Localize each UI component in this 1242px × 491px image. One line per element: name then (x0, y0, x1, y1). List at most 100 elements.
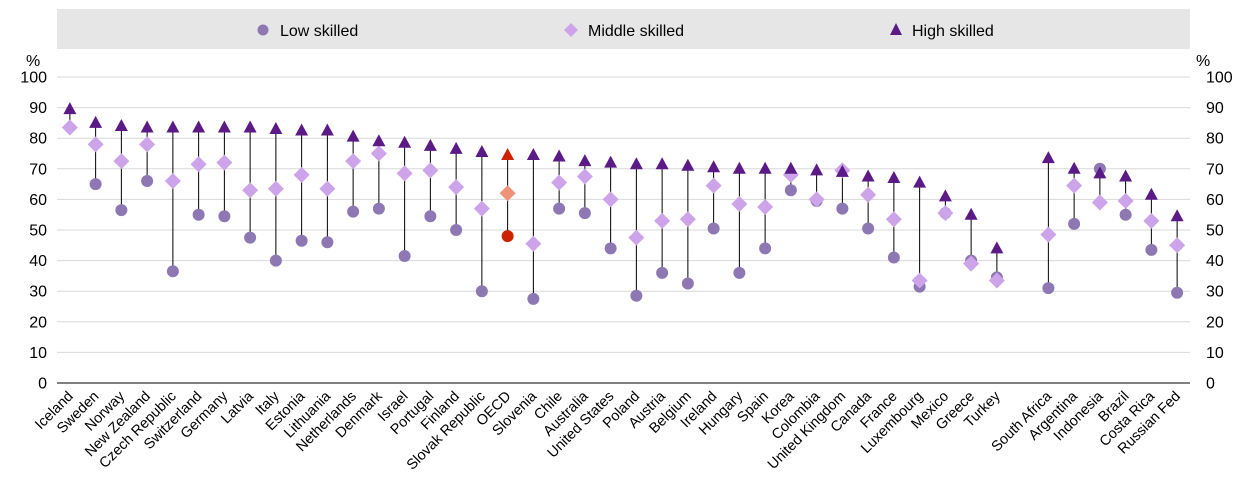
y-axis-right: 0 10 20 30 40 50 60 70 80 90 100 (1206, 70, 1233, 393)
category-italy (267, 122, 284, 267)
low-skilled-point-estonia (295, 234, 308, 247)
gridlines (57, 76, 1190, 384)
low-skilled-point-slovak-republic (475, 285, 488, 298)
low-skilled-point-italy (269, 254, 282, 267)
y-tick-label-right: 10 (1206, 345, 1224, 362)
y-tick-label-right: 70 (1206, 161, 1224, 178)
y-tick-label-left: 90 (29, 100, 47, 117)
category-slovenia (525, 148, 542, 305)
high-skilled-point-united-kingdom (835, 164, 849, 177)
middle-skilled-point-belgium (679, 211, 696, 228)
middle-skilled-point-czech-republic (164, 173, 181, 190)
category-united-states (602, 155, 619, 255)
legend-marker-middle-skilled (564, 23, 578, 37)
high-skilled-point-luxembourg (913, 175, 927, 188)
high-skilled-point-lithuania (320, 123, 334, 136)
middle-skilled-point-russian-fed (1169, 237, 1186, 254)
middle-skilled-point-oecd (499, 185, 516, 202)
low-skilled-point-lithuania (321, 236, 334, 249)
low-skilled-point-australia (578, 207, 591, 220)
category-portugal (422, 138, 439, 223)
y-tick-label-right: 60 (1206, 192, 1224, 209)
low-skilled-point-poland (630, 289, 643, 302)
high-skilled-point-ireland (707, 160, 721, 173)
middle-skilled-point-netherlands (345, 153, 362, 170)
high-skilled-point-mexico (938, 189, 952, 202)
low-skilled-point-latvia (244, 231, 257, 244)
low-skilled-point-spain (759, 242, 772, 255)
low-skilled-point-canada (862, 222, 875, 235)
high-skilled-point-sweden (89, 115, 103, 128)
y-tick-label-left: 40 (29, 253, 47, 270)
middle-skilled-point-canada (860, 186, 877, 203)
legend-background (57, 9, 1190, 49)
y-tick-label-left: 50 (29, 223, 47, 240)
y-tick-label-right: 40 (1206, 253, 1224, 270)
high-skilled-point-italy (269, 122, 283, 135)
y-tick-label-left: 100 (20, 70, 47, 87)
y-axis-unit-left: % (26, 53, 40, 70)
category-finland (448, 141, 465, 236)
middle-skilled-point-estonia (293, 166, 310, 183)
high-skilled-point-united-states (604, 155, 618, 168)
high-skilled-point-slovenia (526, 148, 540, 161)
high-skilled-point-poland (629, 157, 643, 170)
middle-skilled-point-luxembourg (911, 272, 928, 289)
category-australia (576, 154, 593, 220)
category-denmark (370, 134, 387, 215)
low-skilled-point-israel (398, 250, 411, 263)
high-skilled-point-colombia (810, 163, 824, 176)
category-hungary (731, 161, 748, 279)
low-skilled-point-united-states (604, 242, 617, 255)
category-germany (216, 120, 233, 223)
high-skilled-point-new-zealand (140, 120, 154, 133)
low-skilled-point-portugal (424, 210, 437, 223)
middle-skilled-point-turkey (988, 272, 1005, 289)
y-tick-label-right: 50 (1206, 223, 1224, 240)
high-skilled-point-slovak-republic (475, 144, 489, 157)
high-skilled-point-czech-republic (166, 120, 180, 133)
low-skilled-point-hungary (733, 266, 746, 279)
y-tick-label-left: 0 (38, 376, 47, 393)
category-sweden (87, 115, 104, 191)
high-skilled-point-iceland (63, 102, 77, 115)
y-tick-label-left: 80 (29, 131, 47, 148)
category-austria (654, 157, 671, 279)
high-skilled-point-oecd (501, 148, 515, 161)
middle-skilled-point-new-zealand (139, 136, 156, 153)
high-skilled-point-finland (449, 141, 463, 154)
middle-skilled-point-united-states (602, 191, 619, 208)
high-skilled-point-indonesia (1093, 166, 1107, 179)
legend: Low skilled Middle skilled High skilled (257, 23, 994, 40)
low-skilled-point-ireland (707, 222, 720, 235)
category-norway (113, 118, 130, 217)
category-spain (757, 161, 774, 255)
middle-skilled-point-chile (551, 174, 568, 191)
category-russian-fed (1169, 209, 1186, 299)
middle-skilled-point-indonesia (1091, 194, 1108, 211)
high-skilled-point-russian-fed (1170, 209, 1184, 222)
middle-skilled-point-ireland (705, 177, 722, 194)
middle-skilled-point-slovenia (525, 235, 542, 252)
data-marks (61, 102, 1186, 305)
y-tick-label-left: 70 (29, 161, 47, 178)
category-chile (551, 149, 568, 215)
category-ireland (705, 160, 722, 235)
high-skilled-point-austria (655, 157, 669, 170)
legend-label-low-skilled: Low skilled (280, 23, 358, 40)
category-estonia (293, 123, 310, 247)
low-skilled-point-chile (553, 202, 566, 215)
middle-skilled-point-iceland (61, 119, 78, 136)
category-iceland (61, 102, 78, 136)
category-south-africa (1040, 151, 1057, 295)
low-skilled-point-austria (656, 266, 669, 279)
middle-skilled-point-austria (654, 212, 671, 229)
middle-skilled-point-colombia (808, 191, 825, 208)
high-skilled-point-latvia (243, 120, 257, 133)
high-skilled-point-argentina (1067, 161, 1081, 174)
y-axis-left: 0 10 20 30 40 50 60 70 80 90 100 (20, 70, 47, 393)
high-skilled-point-netherlands (346, 129, 360, 142)
low-skilled-point-new-zealand (141, 175, 154, 188)
y-tick-label-right: 80 (1206, 131, 1224, 148)
